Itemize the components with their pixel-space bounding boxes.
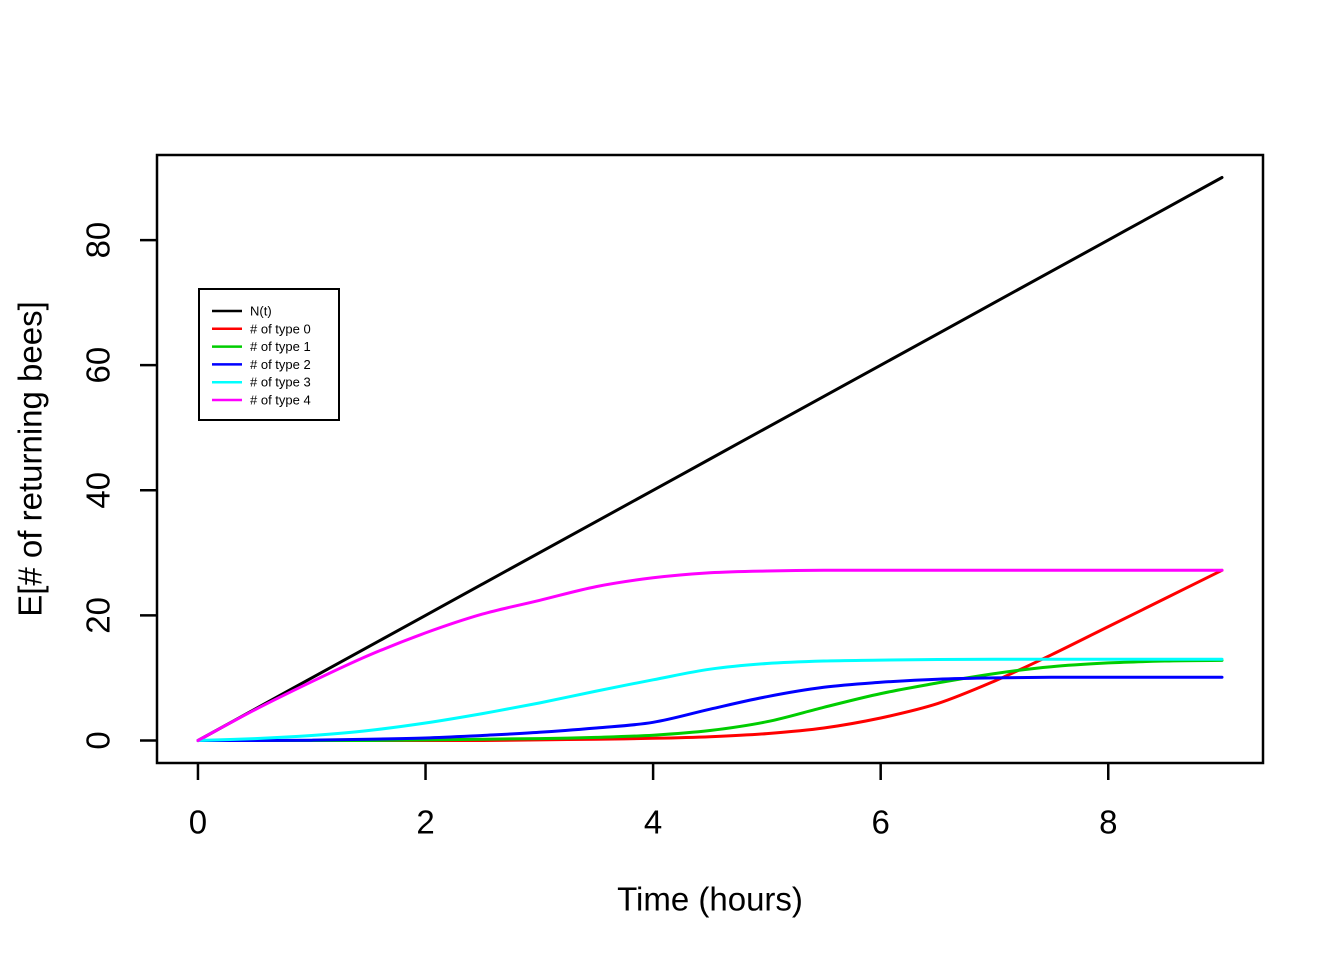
legend: N(t) # of type 0 # of type 1 # of type 2 # o… — [198, 288, 340, 421]
legend-entry: N(t) — [212, 304, 272, 319]
x-tick-label: 6 — [871, 804, 889, 841]
series-line-2 — [196, 658, 1224, 743]
series-line-5 — [196, 568, 1224, 742]
x-tick-label: 0 — [189, 804, 207, 841]
x-tick-label: 4 — [644, 804, 662, 841]
legend-entry: # of type 3 — [212, 375, 311, 390]
series-line-3 — [196, 675, 1224, 742]
y-tick-label: 80 — [80, 222, 117, 259]
legend-label: N(t) — [250, 304, 272, 319]
series-line-0 — [196, 176, 1224, 742]
legend-entry: # of type 4 — [212, 393, 311, 408]
legend-entry: # of type 1 — [212, 339, 311, 354]
legend-label: # of type 2 — [250, 357, 311, 372]
legend-label: # of type 3 — [250, 375, 311, 390]
legend-entry: # of type 0 — [212, 321, 311, 336]
y-axis-title: E[# of returning bees] — [12, 301, 49, 617]
x-tick-label: 2 — [416, 804, 434, 841]
y-tick-label: 0 — [80, 731, 117, 749]
plot-border — [155, 153, 1265, 765]
y-tick-label: 40 — [80, 472, 117, 509]
legend-label: # of type 1 — [250, 339, 311, 354]
legend-label: # of type 0 — [250, 321, 311, 336]
x-axis-title: Time (hours) — [617, 881, 803, 918]
legend-label: # of type 4 — [250, 393, 311, 408]
y-tick-label: 20 — [80, 597, 117, 634]
y-tick-label: 60 — [80, 347, 117, 384]
series-line-4 — [196, 657, 1224, 742]
x-tick-label: 8 — [1099, 804, 1117, 841]
legend-entry: # of type 2 — [212, 357, 311, 372]
